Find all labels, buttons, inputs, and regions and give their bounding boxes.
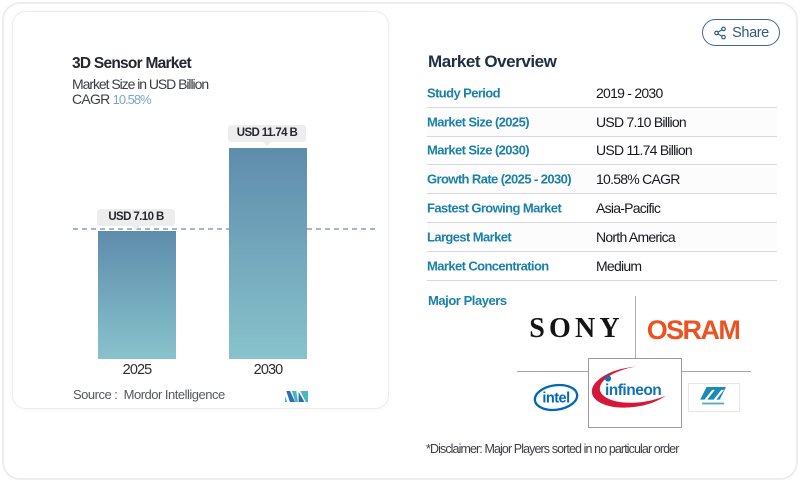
svg-text:infineon: infineon [605,382,661,399]
svg-text:intel: intel [542,391,569,407]
